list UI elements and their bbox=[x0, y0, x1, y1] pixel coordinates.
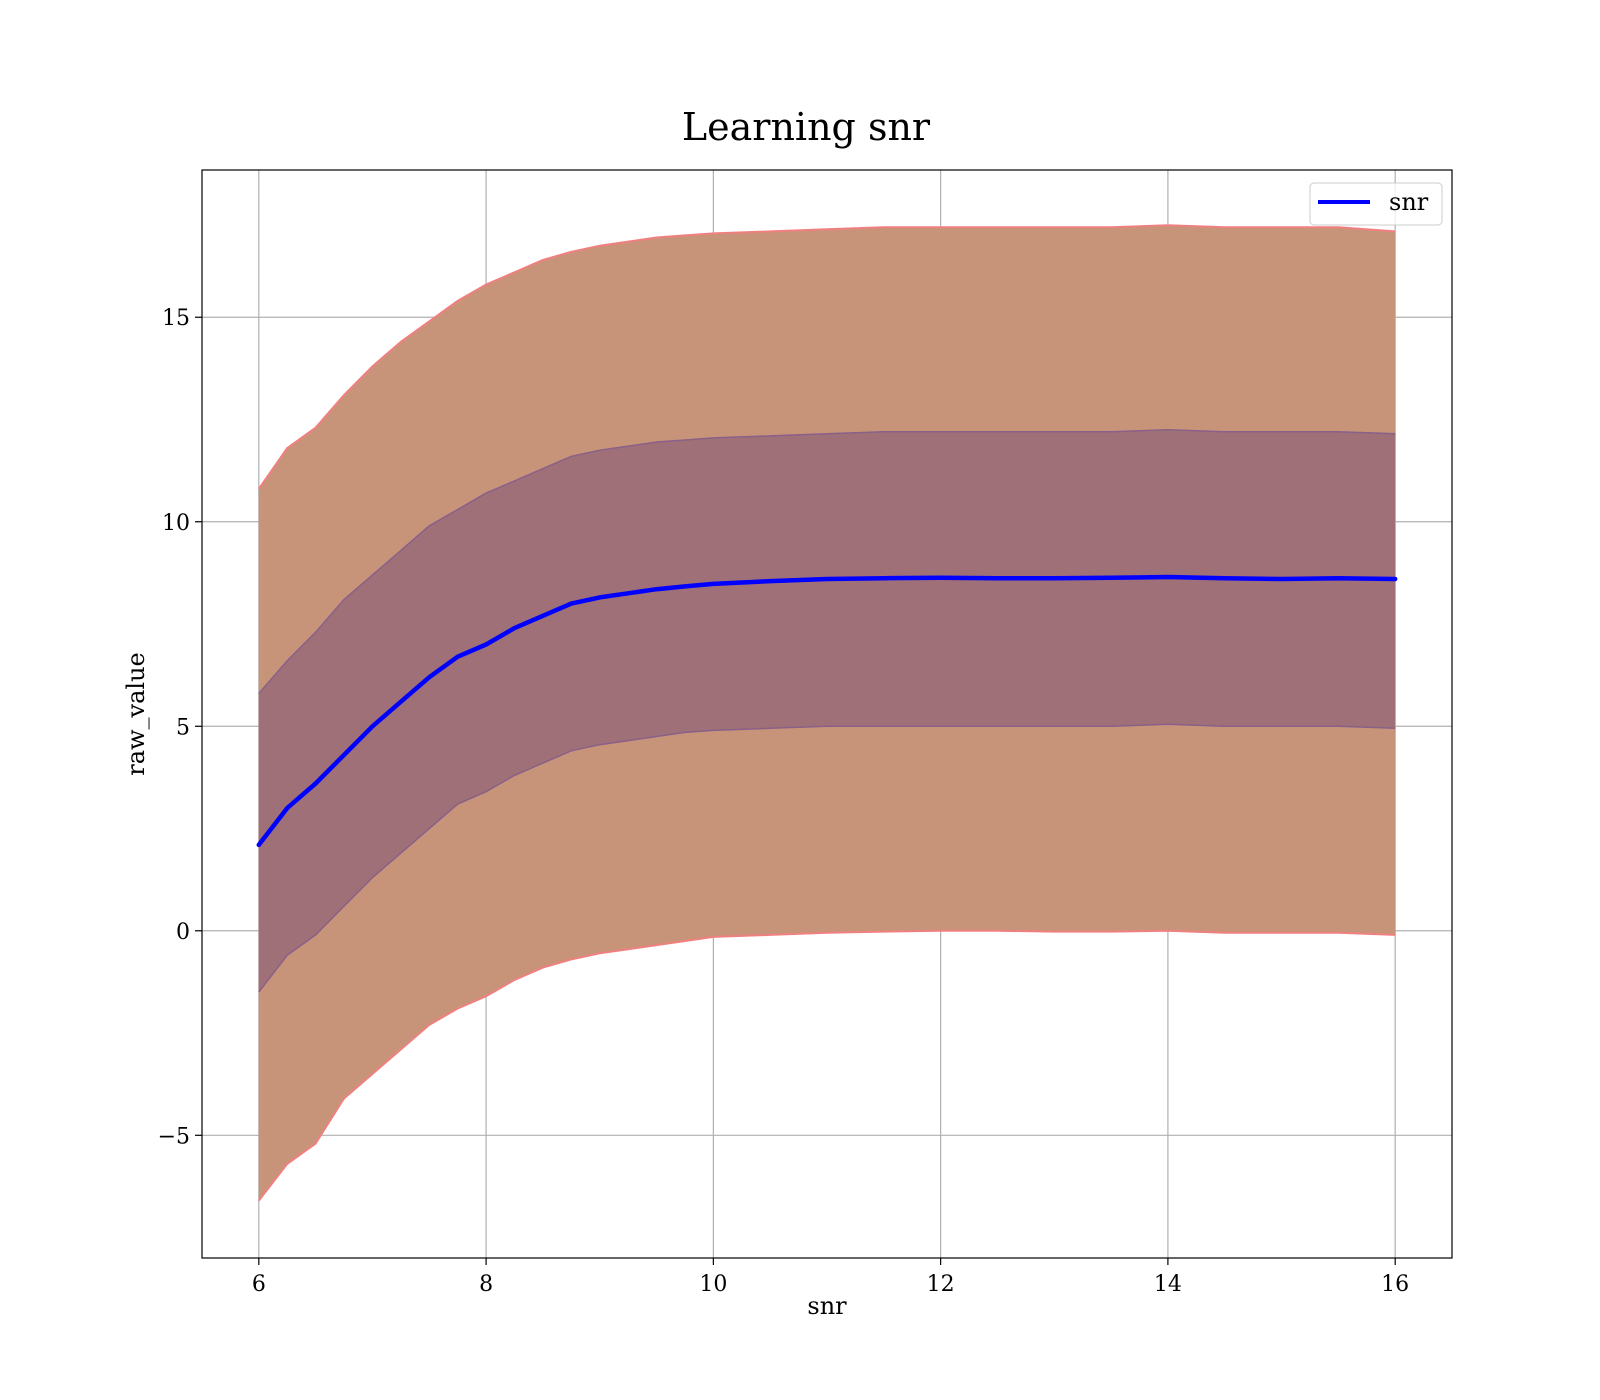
legend-box bbox=[1309, 182, 1443, 226]
series-line-snr bbox=[256, 574, 1398, 848]
line-layer bbox=[256, 574, 1398, 848]
outer-band-lower-edge bbox=[258, 929, 1396, 1202]
x-tick-label: 6 bbox=[252, 1272, 266, 1297]
y-tick-label: 0 bbox=[176, 920, 190, 945]
legend-label-snr: snr bbox=[1389, 188, 1429, 216]
y-axis-label: raw_value bbox=[122, 652, 150, 776]
x-tick-label: 14 bbox=[1154, 1272, 1182, 1297]
plot-frame bbox=[201, 169, 1453, 1259]
y-axis-ticks: −5 0 5 10 15 bbox=[158, 306, 202, 1149]
outer-band-upper-edge bbox=[257, 224, 1396, 490]
y-tick-label: 5 bbox=[176, 715, 190, 740]
inner-band-lower-edge bbox=[258, 723, 1396, 993]
x-axis-ticks: 6 8 10 12 14 16 bbox=[252, 1258, 1409, 1297]
plot-area bbox=[201, 169, 1453, 1259]
x-tick-label: 8 bbox=[479, 1272, 493, 1297]
band-layer bbox=[257, 224, 1396, 1202]
legend: snr bbox=[1309, 182, 1443, 226]
y-tick-label: 15 bbox=[162, 306, 190, 331]
inner-band-upper-edge bbox=[258, 428, 1396, 694]
x-tick-label: 12 bbox=[927, 1272, 955, 1297]
y-tick-label: −5 bbox=[158, 1124, 190, 1149]
x-tick-label: 10 bbox=[699, 1272, 727, 1297]
x-tick-label: 16 bbox=[1381, 1272, 1409, 1297]
chart-title: Learning snr bbox=[682, 105, 931, 149]
inner-band bbox=[258, 429, 1396, 993]
y-tick-label: 10 bbox=[162, 511, 190, 536]
x-axis-label: snr bbox=[807, 1292, 847, 1320]
